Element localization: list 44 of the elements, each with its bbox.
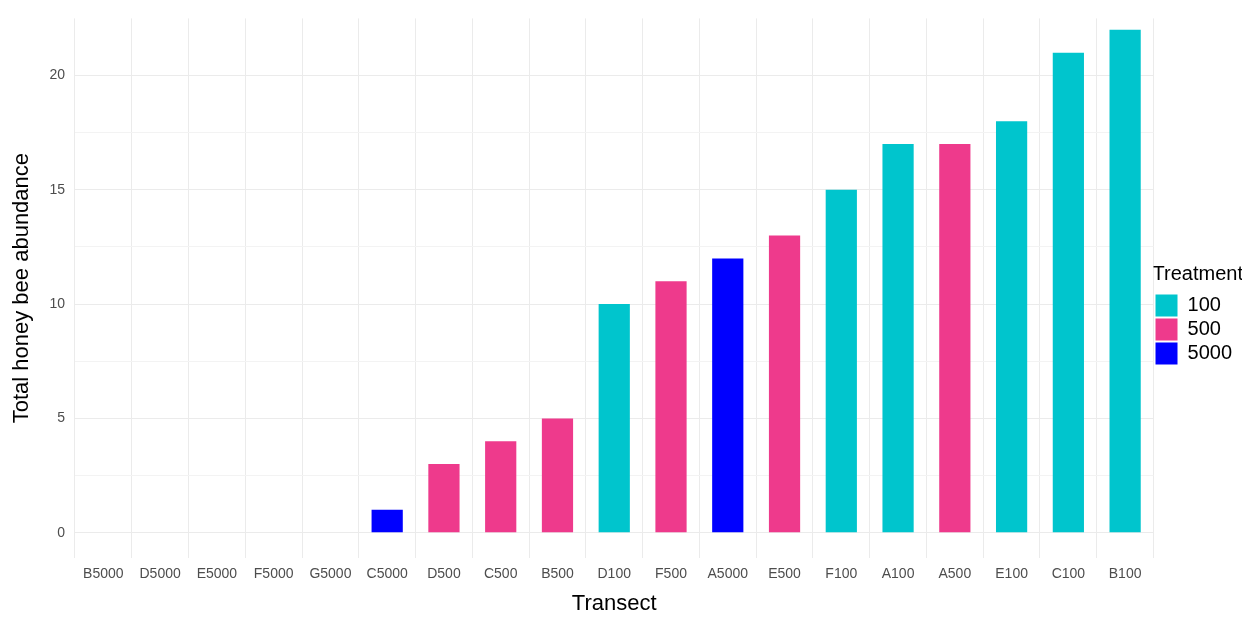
y-tick-label: 0 [57, 523, 66, 540]
x-tick-label: C5000 [366, 565, 409, 582]
bar [1052, 52, 1084, 533]
x-tick-label: D500 [427, 565, 461, 582]
x-tick-label: F5000 [253, 565, 294, 582]
x-tick-label: E500 [768, 565, 802, 582]
x-tick-label: C500 [483, 565, 518, 582]
bar [825, 189, 857, 533]
x-tick-label: F100 [825, 565, 858, 582]
bar [1109, 29, 1141, 533]
x-tick-label: G5000 [309, 565, 352, 582]
bar [485, 441, 517, 533]
bar [768, 235, 801, 533]
bar [712, 258, 744, 533]
y-axis-title: Total honey bee abundance [8, 152, 34, 424]
x-tick-label: A100 [881, 565, 915, 582]
x-tick-label: F500 [655, 565, 688, 582]
x-tick-label: D100 [597, 565, 632, 582]
legend-label: 100 [1187, 293, 1221, 316]
x-tick-label: D5000 [139, 565, 181, 582]
bar [882, 144, 914, 533]
bar [995, 121, 1028, 533]
bar [371, 509, 403, 533]
legend-label: 5000 [1187, 341, 1233, 364]
x-tick-label: A5000 [707, 565, 749, 582]
y-tick-label: 5 [57, 409, 66, 426]
x-tick-label: A500 [938, 565, 972, 582]
y-tick-label: 20 [49, 66, 66, 83]
bar [428, 464, 460, 533]
x-tick-label: E5000 [196, 565, 238, 582]
y-tick-label: 15 [49, 180, 66, 197]
bar [655, 281, 687, 533]
y-tick-label: 10 [49, 294, 66, 311]
x-tick-label: C100 [1051, 565, 1086, 582]
bar [541, 418, 574, 533]
x-tick-label: E100 [995, 565, 1029, 582]
x-tick-label: B100 [1108, 565, 1142, 582]
x-tick-label: B5000 [83, 565, 124, 582]
bar [939, 144, 971, 533]
x-axis-title: Transect [571, 589, 657, 615]
legend-label: 500 [1187, 317, 1221, 340]
bar [598, 304, 630, 533]
legend-title: Treatment [1152, 262, 1244, 285]
x-tick-label: B500 [541, 565, 575, 582]
